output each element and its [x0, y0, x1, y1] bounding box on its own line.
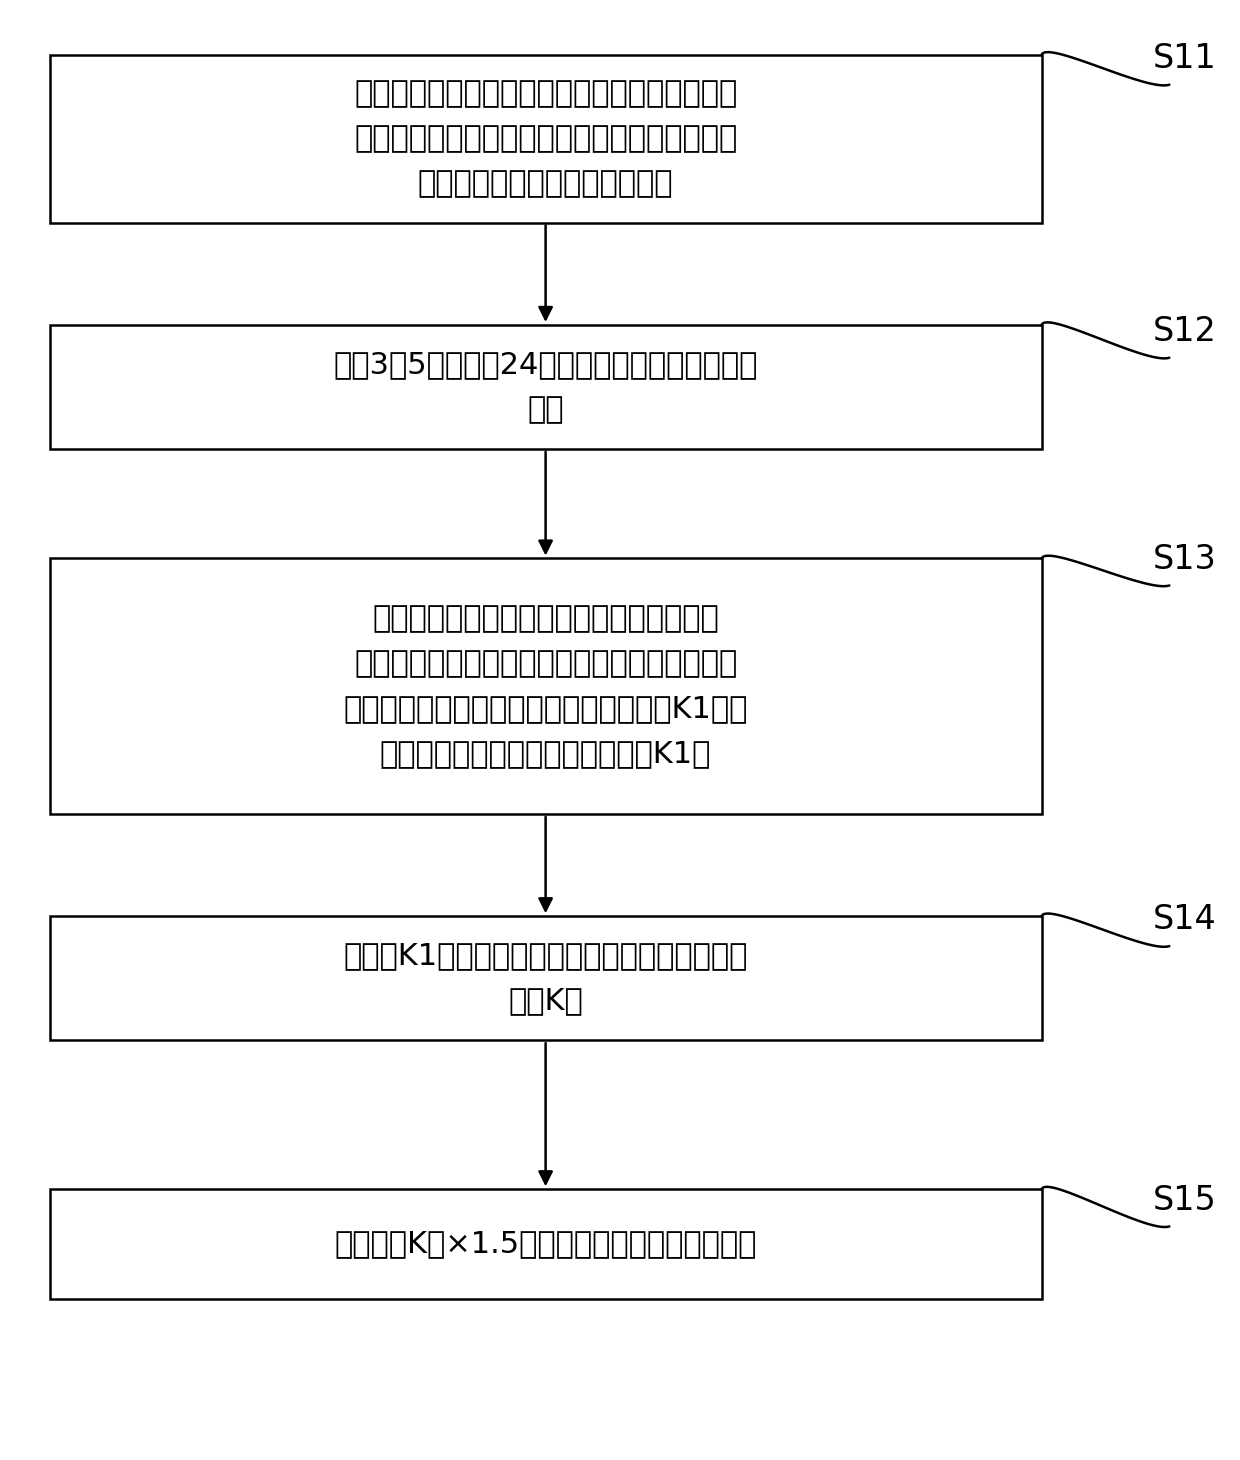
Text: S12: S12 — [1152, 315, 1216, 347]
Text: S11: S11 — [1152, 42, 1216, 74]
Text: S13: S13 — [1152, 543, 1216, 575]
Text: 随机抽取该批电池中的多个电池，如果是电池厂
进料电池则先老化后再进行编码，如果是电池组
封装厂进料电池则直接进行编码: 随机抽取该批电池中的多个电池，如果是电池厂 进料电池则先老化后再进行编码，如果是… — [353, 79, 738, 199]
Text: 将所述电压值中变化异常的值去掉，然后计
算正常的第一次与最后一次电压值的差值并除以
两次电压值的测量间隔天数，设为电池的K1值，
依次得出随机抽取的每一颗电池的: 将所述电压值中变化异常的值去掉，然后计 算正常的第一次与最后一次电压值的差值并除… — [343, 604, 748, 768]
Bar — [50, 326, 1042, 450]
Text: 将所有K1值相加再平均，其平均值即为该型号电
池的K值: 将所有K1值相加再平均，其平均值即为该型号电 池的K值 — [343, 942, 748, 1015]
Bar — [50, 917, 1042, 1040]
Bar — [50, 54, 1042, 222]
Bar — [50, 559, 1042, 815]
Text: 将电池的K值×1.5作为该批次电池的压降参考值: 将电池的K值×1.5作为该批次电池的压降参考值 — [335, 1229, 756, 1259]
Text: 连续3～5天每间隔24小时重复测量电池的开路电
压值: 连续3～5天每间隔24小时重复测量电池的开路电 压值 — [334, 350, 758, 423]
Text: S14: S14 — [1152, 904, 1216, 936]
Bar — [50, 1188, 1042, 1299]
Text: S15: S15 — [1152, 1184, 1216, 1216]
